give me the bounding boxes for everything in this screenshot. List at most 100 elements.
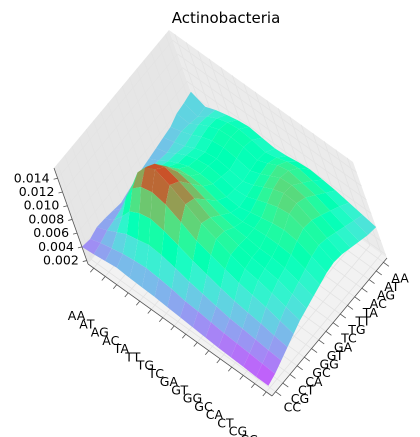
surface-facet <box>272 207 290 230</box>
surface-facet <box>227 120 249 130</box>
surface-facet <box>223 137 244 159</box>
surface-facet <box>285 294 307 321</box>
surface-facet <box>253 173 271 188</box>
surface-facet <box>175 245 193 282</box>
surface-facet <box>156 137 175 153</box>
surface-facet <box>93 243 112 261</box>
surface-facet <box>81 239 101 255</box>
surface-facet <box>242 312 261 340</box>
surface-facet <box>312 179 336 193</box>
surface-facet <box>236 147 258 171</box>
z-tick-label: 0.004 <box>38 239 74 254</box>
surface-facet <box>265 148 287 158</box>
surface-facet <box>96 218 115 231</box>
surface-facet <box>191 183 217 201</box>
surface-facet <box>325 190 350 207</box>
surface-facet <box>216 231 239 255</box>
surface-facet <box>245 257 265 281</box>
surface-facet <box>327 232 351 255</box>
x-tick-label: CA <box>206 407 224 422</box>
surface-facet <box>158 255 176 289</box>
x-tick-label: AG <box>91 325 109 340</box>
x-tick-label: GG <box>183 391 202 406</box>
surface-facet <box>330 206 354 227</box>
surface-facet <box>220 269 239 301</box>
x-tick-label: GA <box>160 374 179 389</box>
surface-facet <box>246 185 264 200</box>
surface-facet <box>179 181 206 200</box>
surface-facet <box>198 116 217 127</box>
surface-facet <box>178 166 201 177</box>
surface-facet <box>104 208 122 220</box>
surface-facet <box>183 91 206 117</box>
surface-facet <box>164 204 181 246</box>
surface-facet <box>178 155 197 167</box>
surface-facet <box>165 185 186 223</box>
x-tick-label: TG <box>136 358 154 373</box>
z-tick-label: 0.014 <box>14 170 50 185</box>
surface-facet <box>201 217 225 239</box>
surface-facet <box>298 269 320 297</box>
surface-facet <box>289 203 312 229</box>
y-axis-line <box>271 257 388 397</box>
surface-facet <box>278 229 297 255</box>
surface-facet <box>233 221 255 238</box>
surface-facet <box>134 239 149 268</box>
surface-facet <box>256 187 274 204</box>
surface-facet <box>129 260 147 288</box>
surface-facet <box>207 110 227 119</box>
surface-facet <box>303 220 328 246</box>
surface-facet <box>305 195 331 216</box>
surface-facet <box>229 158 251 182</box>
surface-facet <box>142 267 159 297</box>
surface-facet <box>246 228 267 249</box>
surface-facet <box>212 176 235 197</box>
x-tick-label: CT <box>217 415 234 430</box>
surface-facet <box>145 163 165 170</box>
surface-facet <box>220 212 243 228</box>
surface-facet <box>165 167 191 184</box>
surface-facet <box>266 293 286 321</box>
surface-facet <box>192 311 211 338</box>
surface-facet <box>184 134 202 149</box>
surface-facet <box>200 165 222 184</box>
surface-facet <box>206 255 226 289</box>
surface-facet <box>276 155 299 162</box>
surface-facet <box>239 268 259 296</box>
surface-facet <box>258 268 279 294</box>
surface-facet <box>292 281 314 309</box>
surface-facet <box>271 244 292 269</box>
surface-facet <box>291 182 316 198</box>
surface-facet <box>230 129 252 148</box>
y-tick-label: TA <box>362 305 379 320</box>
surface-facet <box>260 163 278 176</box>
surface-facet <box>205 140 224 159</box>
surface-facet <box>272 280 293 307</box>
surface-facet <box>100 230 117 249</box>
surface-facet <box>205 322 224 348</box>
surface-facet <box>158 152 177 162</box>
chart-title: Actinobacteria <box>172 9 281 27</box>
surface-facet <box>216 147 237 170</box>
surface-facet <box>229 301 248 329</box>
surface-facet <box>234 181 254 197</box>
surface-facet <box>262 350 282 374</box>
surface-facet <box>196 152 217 166</box>
surface-facet <box>284 213 304 241</box>
surface-facet <box>150 192 166 231</box>
surface-facet <box>287 161 310 170</box>
surface-facet <box>210 238 231 270</box>
y-tick-label: AG <box>377 288 395 303</box>
surface-facet <box>270 165 289 178</box>
surface-facet <box>238 237 260 258</box>
surface-facet <box>132 167 145 189</box>
z-axis-line <box>53 167 89 265</box>
surface-facet <box>169 181 195 205</box>
surface-facet <box>167 289 186 318</box>
surface-facet <box>243 353 263 377</box>
z-tick-label: 0.008 <box>28 211 64 226</box>
surface-facet <box>288 168 313 183</box>
surface-facet <box>266 223 284 245</box>
surface-facet <box>305 256 327 285</box>
